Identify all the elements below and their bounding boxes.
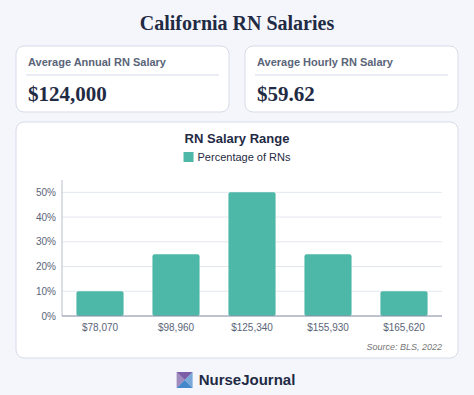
card: [245, 46, 458, 112]
chart-panel: [16, 122, 458, 358]
bar: [228, 192, 275, 316]
chart-title: RN Salary Range: [185, 131, 290, 146]
bar: [304, 254, 351, 316]
legend-swatch: [184, 152, 194, 162]
logo-shape: [177, 372, 185, 388]
bar: [152, 254, 199, 316]
grid-line: [62, 316, 442, 317]
x-axis-line: [62, 316, 442, 317]
x-tick-label: $78,070: [82, 322, 119, 333]
grid: [62, 192, 442, 316]
legend-label: Percentage of RNs: [198, 151, 291, 163]
card-value: $124,000: [28, 82, 107, 106]
card: [16, 46, 229, 112]
x-tick-label: $98,960: [158, 322, 195, 333]
y-tick-label: 0%: [42, 311, 57, 322]
title: California RN Salaries: [140, 12, 335, 34]
card-label: Average Annual RN Salary: [28, 56, 167, 68]
logo-icon: [177, 372, 193, 388]
bar: [380, 291, 427, 316]
y-tick-label: 20%: [36, 261, 56, 272]
bar: [76, 291, 123, 316]
y-tick-label: 30%: [36, 236, 56, 247]
legend: Percentage of RNs: [184, 151, 291, 163]
logo-text: NurseJournal: [199, 371, 296, 388]
logo-shape: [185, 372, 193, 388]
y-axis-line: [62, 180, 63, 316]
chart-root: California RN Salaries Average Annual RN …: [0, 0, 474, 395]
y-tick-label: 40%: [36, 212, 56, 223]
card-divider: [255, 75, 448, 76]
x-tick-label: $155,930: [307, 322, 349, 333]
y-tick-label: 50%: [36, 187, 56, 198]
x-tick-label: $165,620: [383, 322, 425, 333]
card-divider: [26, 75, 219, 76]
source: Source: BLS, 2022: [366, 342, 442, 352]
y-tick-label: 10%: [36, 286, 56, 297]
card-label: Average Hourly RN Salary: [257, 56, 394, 68]
bars: [76, 192, 427, 316]
x-tick-label: $125,340: [231, 322, 273, 333]
card-value: $59.62: [257, 82, 315, 106]
